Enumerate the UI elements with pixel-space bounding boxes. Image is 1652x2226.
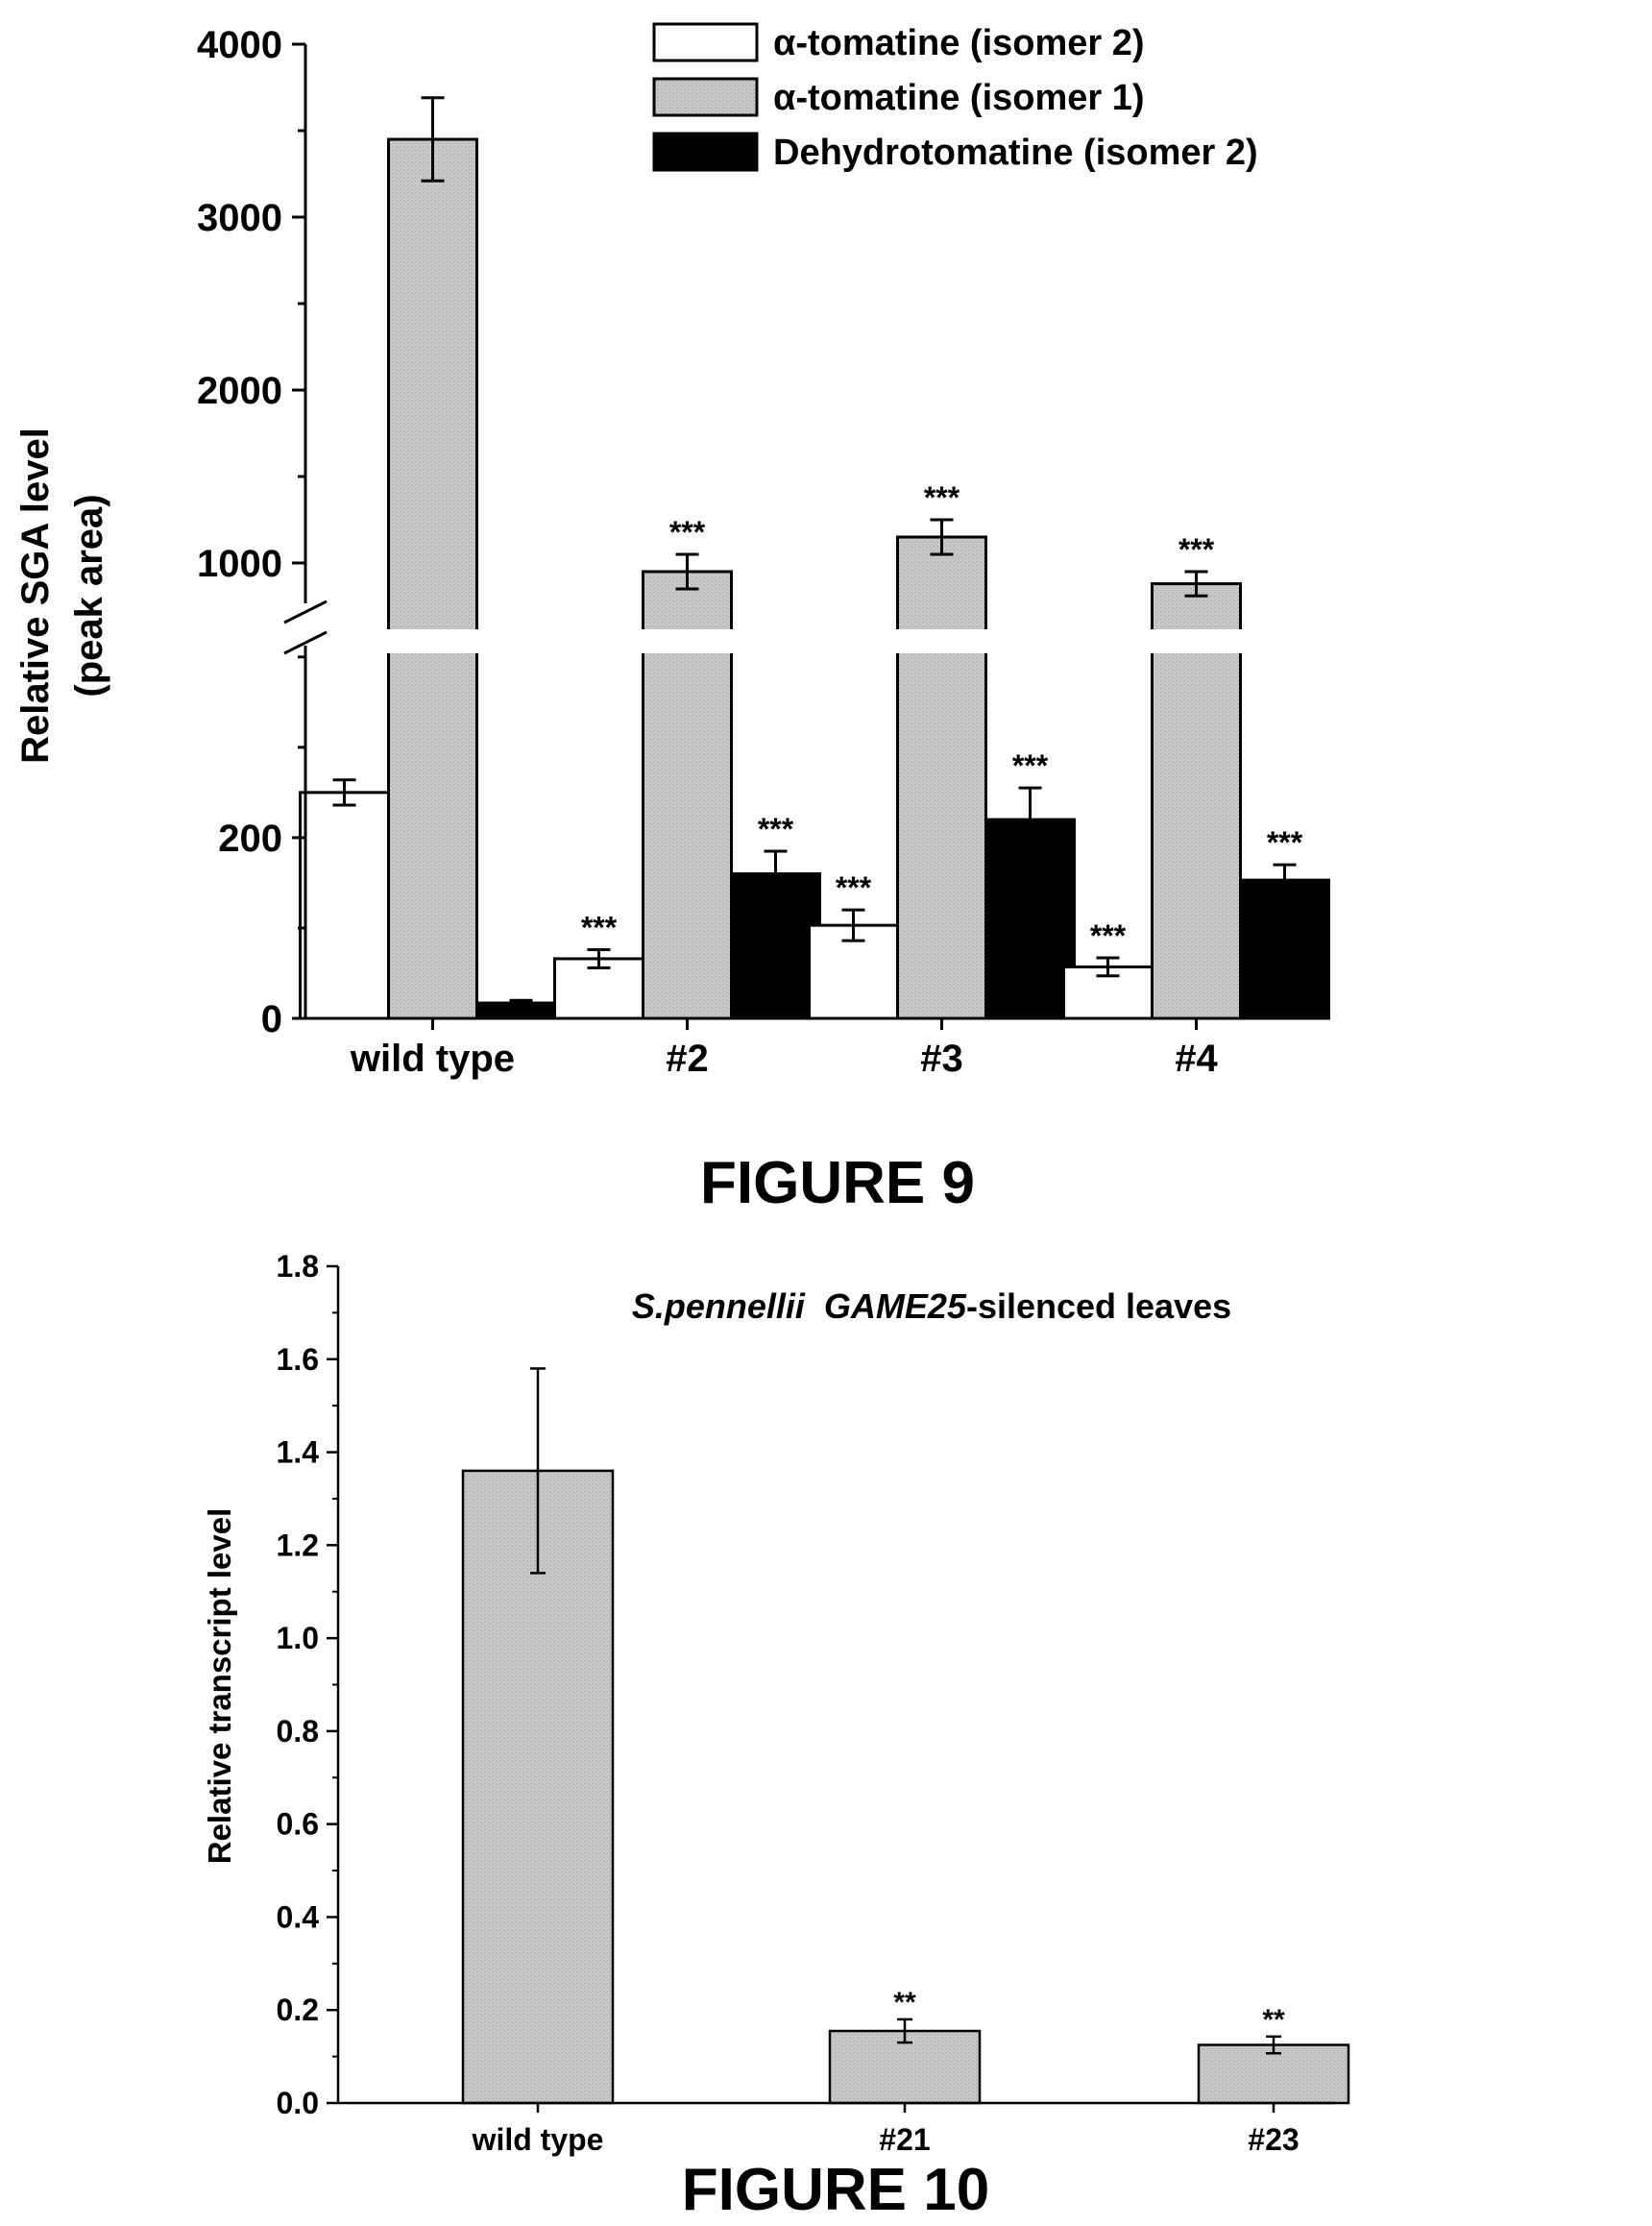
figure-10-title-species: S.pennellii bbox=[632, 1286, 806, 1326]
figure-10-title: S.pennellii GAME25-silenced leaves bbox=[632, 1286, 1231, 1326]
x-tick-label-wild-type: wild type bbox=[350, 1038, 515, 1080]
legend-swatch-dehydrotomatine-isomer-2 bbox=[652, 132, 759, 172]
break-gap-tomatine-isomer-1-2 bbox=[641, 629, 734, 653]
y-tick-label-1-8: 1.8 bbox=[277, 1249, 319, 1284]
figure-9-y-ticks: 1000 2000 3000 4000 0 200 bbox=[197, 24, 305, 1040]
figure-9-chart: *************************** 100020003000… bbox=[14, 22, 1330, 1216]
legend-swatch-alpha-tomatine-isomer-2 bbox=[652, 22, 759, 62]
figure-10-title-gene: GAME25 bbox=[824, 1286, 967, 1326]
significance-label-23: ** bbox=[1262, 2004, 1285, 2036]
significance-label-tomatine-isomer-1-4: *** bbox=[1178, 532, 1215, 567]
y-tick-label-1000: 1000 bbox=[197, 543, 282, 585]
figure-10-y-axis-label: Relative transcript level bbox=[202, 1508, 237, 1865]
figure-10-plot-area: ** ** bbox=[336, 1266, 1350, 2105]
x-tick-label-4: #4 bbox=[1175, 1038, 1218, 1080]
figure-10-y-ticks: 0.0 0.2 0.4 0.6 0.8 1.0 1.2 1.4 1.6 1.8 bbox=[277, 1249, 338, 2120]
y-tick-label-0-0: 0.0 bbox=[277, 2086, 319, 2120]
x-tick-label-23: #23 bbox=[1248, 2122, 1299, 2157]
legend-swatch-alpha-tomatine-isomer-1 bbox=[652, 77, 759, 117]
break-gap-tomatine-isomer-1-4 bbox=[1150, 629, 1243, 653]
break-gap-tomatine-isomer-1-3 bbox=[895, 629, 988, 653]
x-tick-label-2: #2 bbox=[666, 1038, 709, 1080]
figure-10-title-suffix: -silenced leaves bbox=[966, 1286, 1231, 1326]
legend-label-alpha-tomatine-isomer-1: α-tomatine (isomer 1) bbox=[773, 78, 1145, 118]
bar-tomatine-isomer-1-3 bbox=[896, 535, 987, 1020]
bar-dehydrotomatine-isomer-2-4 bbox=[1239, 878, 1330, 1020]
y-tick-label-1-4: 1.4 bbox=[277, 1435, 320, 1470]
y-tick-label-0: 0 bbox=[261, 998, 282, 1040]
figure-9-plot-area: *** *** *** *** *** *** *** *** *** bbox=[283, 44, 1330, 1020]
x-tick-label-21: #21 bbox=[879, 2122, 930, 2157]
legend-label-dehydrotomatine-isomer-2: Dehydrotomatine (isomer 2) bbox=[773, 133, 1258, 173]
figure-9-legend: α-tomatine (isomer 2) α-tomatine (isomer… bbox=[652, 22, 1258, 173]
y-tick-label-0-8: 0.8 bbox=[277, 1714, 319, 1749]
significance-label-dehydrotomatine-isomer-2-4: *** bbox=[1267, 825, 1303, 860]
bar-tomatine-isomer-1-wild-type bbox=[387, 137, 478, 1020]
x-tick-label-wild-type: wild type bbox=[472, 2122, 604, 2157]
significance-label-tomatine-isomer-2-4: *** bbox=[1090, 918, 1127, 953]
figure-9-y-axis-label-line2: (peak area) bbox=[68, 494, 110, 697]
significance-label-dehydrotomatine-isomer-2-2: *** bbox=[758, 812, 794, 846]
significance-label-dehydrotomatine-isomer-2-3: *** bbox=[1012, 748, 1049, 783]
y-tick-label-0-6: 0.6 bbox=[277, 1807, 319, 1842]
break-gap-tomatine-isomer-1-wild-type bbox=[386, 629, 479, 653]
significance-label-tomatine-isomer-1-2: *** bbox=[669, 515, 706, 550]
significance-label-tomatine-isomer-2-3: *** bbox=[836, 870, 872, 905]
figure-10-chart: ** ** 0.0 0.2 0.4 0.6 0.8 1.0 1.2 1.4 1.6 1.8 wild… bbox=[202, 1249, 1350, 2223]
figure-10-caption: FIGURE 10 bbox=[682, 2157, 989, 2223]
figure-9-y-axis-label: Relative SGA level bbox=[14, 428, 57, 764]
figure-9-caption: FIGURE 9 bbox=[700, 1150, 975, 1216]
significance-label-tomatine-isomer-2-2: *** bbox=[581, 911, 618, 945]
y-tick-label-200: 200 bbox=[218, 818, 282, 860]
y-tick-label-1-0: 1.0 bbox=[277, 1621, 319, 1655]
bar-tomatine-isomer-1-4 bbox=[1151, 582, 1242, 1020]
y-tick-label-3000: 3000 bbox=[197, 197, 282, 239]
x-tick-label-3: #3 bbox=[920, 1038, 963, 1080]
figure-10-x-ticks: wild type #21 #23 bbox=[472, 2103, 1300, 2157]
y-tick-label-1-6: 1.6 bbox=[277, 1342, 319, 1377]
significance-label-21: ** bbox=[893, 1987, 916, 2018]
y-tick-label-2000: 2000 bbox=[197, 370, 282, 412]
y-tick-label-0-2: 0.2 bbox=[277, 1993, 319, 2027]
significance-label-tomatine-isomer-1-3: *** bbox=[924, 480, 960, 515]
bar-dehydrotomatine-isomer-2-3 bbox=[984, 818, 1076, 1020]
y-tick-label-1-2: 1.2 bbox=[277, 1528, 319, 1562]
axis-break-mark-lower bbox=[283, 630, 328, 655]
legend-label-alpha-tomatine-isomer-2: α-tomatine (isomer 2) bbox=[773, 23, 1145, 63]
y-tick-label-4000: 4000 bbox=[197, 24, 282, 66]
figure-9-x-ticks: wild type #2 #3 #4 bbox=[350, 1018, 1218, 1080]
axis-break-mark-upper bbox=[283, 599, 328, 624]
y-tick-label-0-4: 0.4 bbox=[277, 1899, 320, 1934]
bar-tomatine-isomer-2-wild-type bbox=[299, 791, 390, 1020]
bar-wild-type bbox=[461, 1469, 615, 2105]
